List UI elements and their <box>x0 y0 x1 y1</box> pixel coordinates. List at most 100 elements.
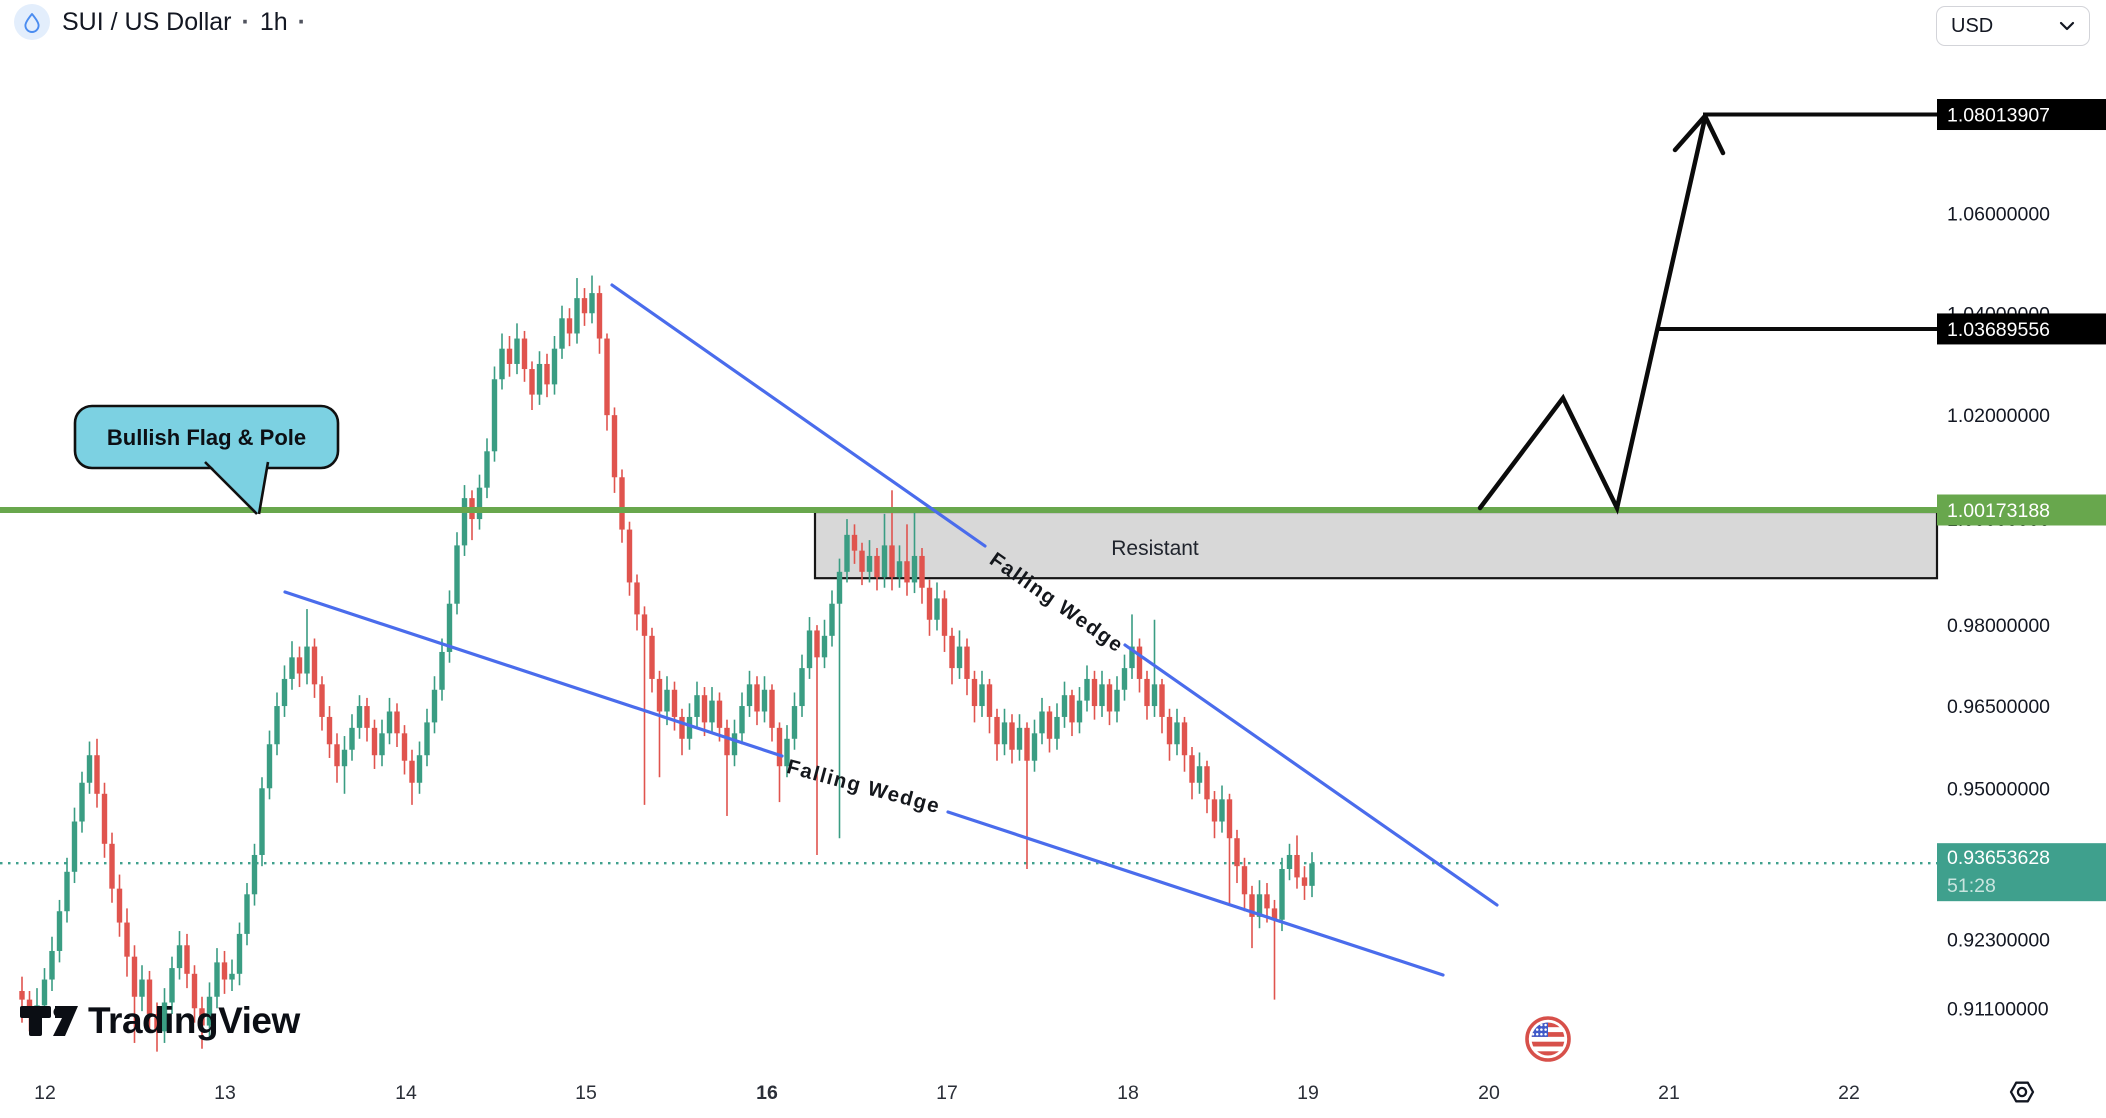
candle <box>559 305 565 359</box>
x-axis-tick: 13 <box>214 1082 236 1104</box>
resistance-zone[interactable] <box>813 510 1939 580</box>
currency-value: USD <box>1951 14 1994 37</box>
candle <box>491 366 498 462</box>
tradingview-logo[interactable]: TradingView <box>20 1000 300 1042</box>
candle <box>79 771 85 833</box>
candle <box>544 353 550 398</box>
time-axis[interactable]: 12 13 14 15 16 17 18 19 20 21 22 <box>34 1082 1860 1104</box>
candle <box>371 719 378 769</box>
candle <box>1279 857 1285 932</box>
candle <box>866 540 873 583</box>
candle <box>94 738 100 808</box>
candle <box>1114 676 1120 723</box>
candle <box>634 574 640 631</box>
candle <box>709 687 715 734</box>
projection-arrow-drawing[interactable] <box>1477 112 1937 515</box>
candle <box>1151 619 1158 717</box>
price-badge: 1.03689556 <box>1937 313 2106 345</box>
interval-label[interactable]: 1h <box>259 7 288 36</box>
candle <box>409 749 415 805</box>
horizontal-price-line[interactable] <box>0 507 1937 513</box>
candle <box>994 708 1000 761</box>
candle <box>484 438 490 499</box>
price-badge: 1.08013907 <box>1937 99 2106 131</box>
candle <box>281 665 288 717</box>
candle <box>566 308 573 347</box>
y-axis-tick: 0.96500000 <box>1947 696 2050 718</box>
candle <box>964 638 970 696</box>
candle <box>941 590 948 652</box>
candle <box>259 777 265 867</box>
candle <box>386 697 393 745</box>
candle <box>919 548 925 604</box>
candle <box>1091 670 1098 720</box>
candle <box>761 676 768 723</box>
candle <box>896 545 903 588</box>
candle <box>904 524 910 596</box>
candle <box>1136 638 1143 693</box>
candle <box>244 883 250 946</box>
candle <box>911 508 918 594</box>
candle <box>454 532 460 615</box>
candle <box>274 692 280 756</box>
candle <box>394 703 400 747</box>
y-axis-tick: 0.92300000 <box>1947 930 2050 952</box>
svg-text:1.08013907: 1.08013907 <box>1947 105 2050 127</box>
candles-group <box>19 275 1315 1052</box>
symbol-title-row: SUI / US Dollar · 1h · <box>62 8 306 37</box>
candle <box>71 807 78 884</box>
title-separator: · <box>241 7 250 36</box>
x-axis-tick: 15 <box>575 1082 597 1104</box>
candle <box>1016 714 1023 761</box>
candle <box>679 708 685 756</box>
candle <box>184 933 190 989</box>
candle <box>439 638 445 701</box>
candle <box>589 275 595 324</box>
chevron-down-icon <box>2059 21 2075 31</box>
candle <box>859 542 865 586</box>
callout-label[interactable]: Bullish Flag & Pole <box>107 425 306 450</box>
us-flag-icon[interactable] <box>1525 1016 1571 1062</box>
callout-bullish-flag-pole[interactable]: Bullish Flag & Pole <box>73 404 340 515</box>
svg-text:0.93653628: 0.93653628 <box>1947 847 2050 869</box>
candle <box>979 670 985 717</box>
candle <box>1249 885 1255 949</box>
candle <box>191 965 198 1023</box>
candle <box>1226 793 1233 906</box>
candle <box>86 741 93 794</box>
price-badge: 0.93653628 51:28 <box>1937 843 2106 902</box>
price-axis[interactable]: 1.060000001.040000001.020000001.00000000… <box>1937 99 2106 1020</box>
candle <box>1241 857 1248 912</box>
candle <box>154 1002 160 1052</box>
candle <box>701 687 708 737</box>
x-axis-tick: 22 <box>1838 1082 1860 1104</box>
candle <box>529 361 535 411</box>
candle <box>124 908 130 977</box>
resistance-zone-label[interactable]: Resistant <box>1111 537 1199 560</box>
candle <box>379 719 385 767</box>
candle <box>806 617 813 679</box>
candle <box>169 956 175 1015</box>
svg-text:1.00173188: 1.00173188 <box>1947 500 2050 522</box>
candle <box>574 278 580 344</box>
symbol-title[interactable]: SUI / US Dollar <box>62 7 232 36</box>
currency-dropdown[interactable]: USD <box>1936 6 2090 46</box>
candle <box>1039 697 1045 745</box>
candle <box>416 741 423 794</box>
candle <box>731 719 738 767</box>
candle <box>784 725 790 778</box>
x-axis-tick: 12 <box>34 1082 56 1104</box>
candle <box>161 988 168 1043</box>
countdown-timer: 51:28 <box>1947 875 1996 897</box>
candle <box>236 922 243 986</box>
candle <box>109 832 115 903</box>
candle <box>656 670 663 778</box>
candle <box>101 782 108 858</box>
candle <box>671 681 678 731</box>
candle <box>604 333 610 431</box>
gear-icon[interactable] <box>2009 1081 2035 1103</box>
candle <box>971 670 978 723</box>
candle <box>769 684 775 742</box>
